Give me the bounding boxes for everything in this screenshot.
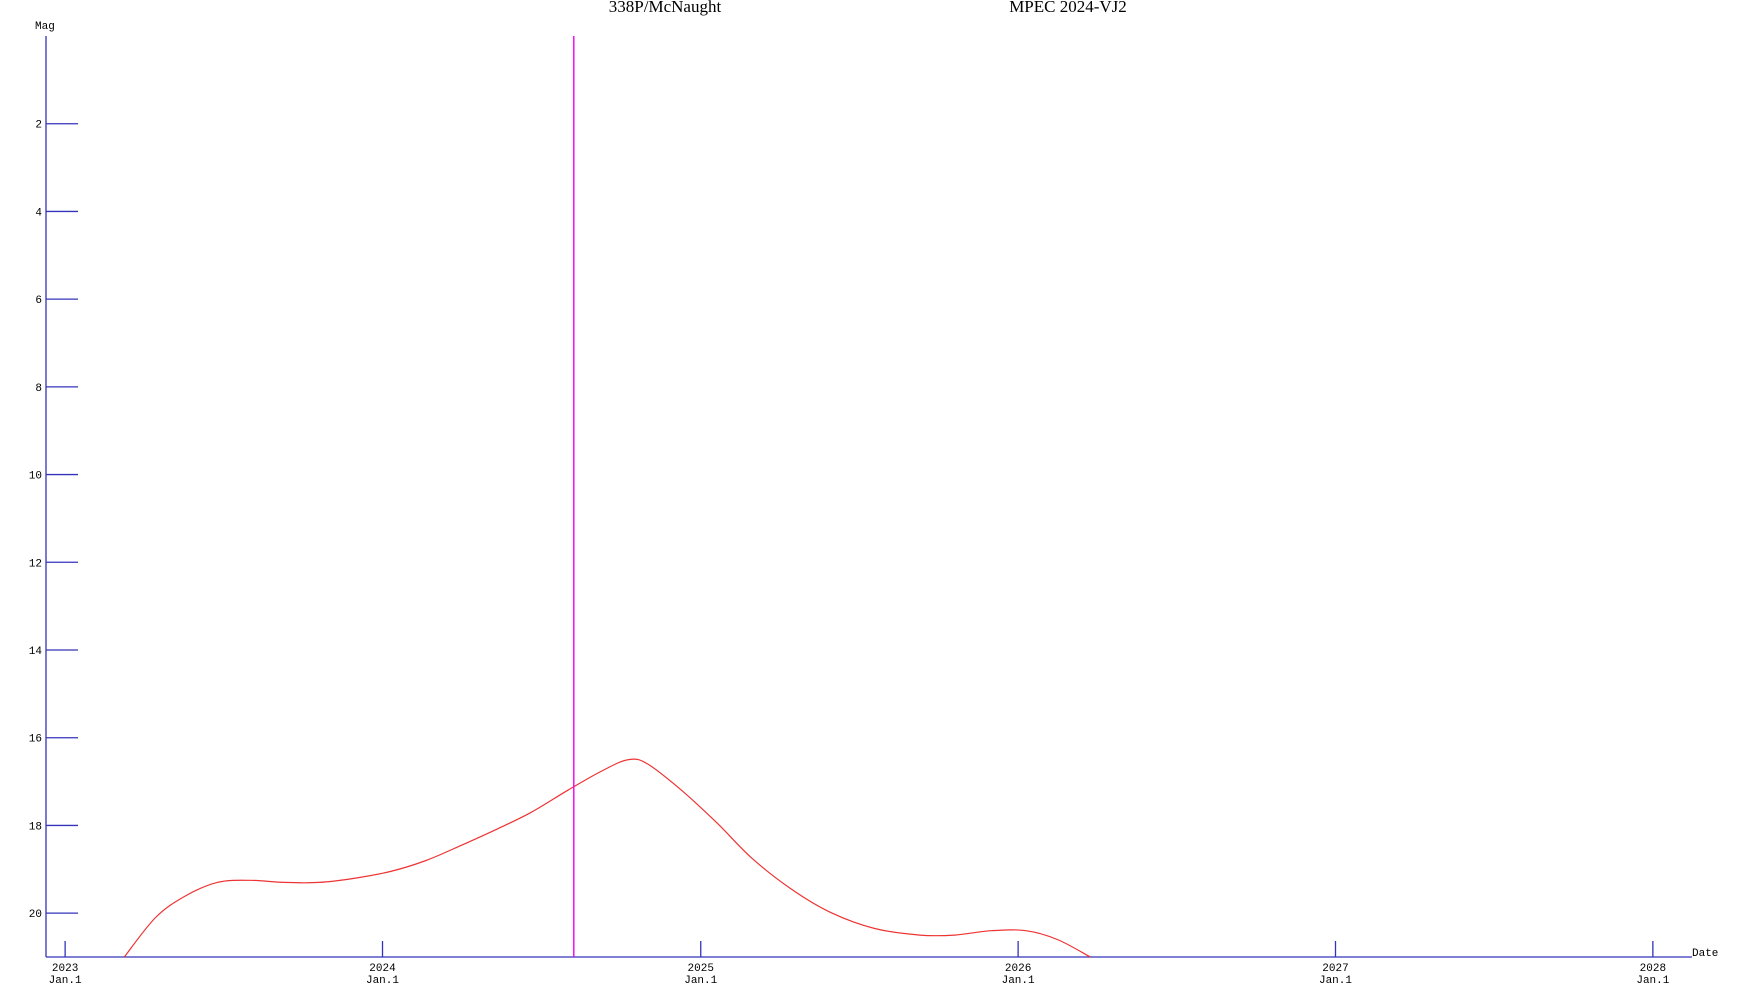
y-tick-label: 10 (29, 471, 42, 483)
y-tick-label: 2 (35, 120, 42, 132)
y-tick-label: 18 (29, 821, 42, 833)
y-tick-label: 20 (29, 909, 42, 921)
y-tick-label: 16 (29, 734, 42, 746)
x-tick-day-label: Jan.1 (49, 975, 82, 987)
x-tick-year-label: 2023 (52, 963, 78, 975)
x-tick-year-label: 2025 (688, 963, 714, 975)
x-tick-day-label: Jan.1 (1636, 975, 1669, 987)
x-tick-year-label: 2024 (369, 963, 396, 975)
series-layer (123, 758, 1091, 958)
chart-title-left: 338P/McNaught (609, 0, 722, 16)
x-tick-day-label: Jan.1 (684, 975, 717, 987)
y-tick-label: 6 (35, 295, 42, 307)
x-tick-year-label: 2027 (1322, 963, 1348, 975)
y-tick-label: 8 (35, 383, 42, 395)
x-tick-year-label: 2026 (1005, 963, 1031, 975)
y-tick-label: 14 (29, 646, 43, 658)
axes (45, 36, 1692, 958)
magnitude-curve (123, 758, 1091, 958)
y-tick-label: 12 (29, 558, 42, 570)
x-axis-label: Date (1692, 948, 1718, 960)
ticks: 24681012141618202023Jan.12024Jan.12025Ja… (29, 120, 1670, 987)
x-tick-day-label: Jan.1 (1002, 975, 1035, 987)
x-tick-year-label: 2028 (1640, 963, 1666, 975)
y-tick-label: 4 (35, 207, 42, 219)
y-axis-label: Mag (35, 21, 55, 33)
chart-title-right: MPEC 2024-VJ2 (1009, 0, 1127, 16)
x-tick-day-label: Jan.1 (1319, 975, 1352, 987)
x-tick-day-label: Jan.1 (366, 975, 399, 987)
